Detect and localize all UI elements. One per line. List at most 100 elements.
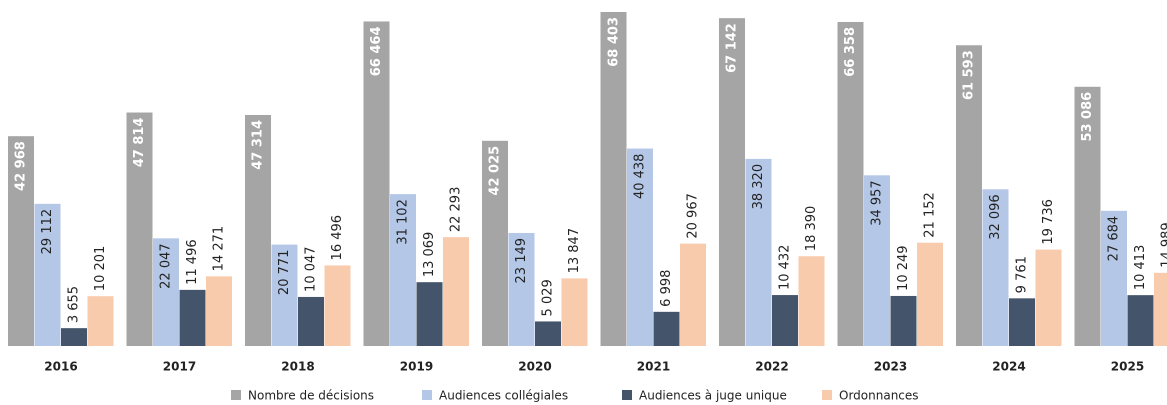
- value-label: 40 438: [633, 154, 648, 200]
- bar: [719, 18, 745, 346]
- value-label: 29 112: [40, 209, 55, 255]
- value-label: 18 390: [804, 206, 819, 252]
- bar: [153, 238, 179, 346]
- value-label: 66 358: [843, 27, 858, 77]
- bar: [600, 12, 627, 346]
- value-label: 68 403: [606, 17, 621, 67]
- bar: [745, 158, 772, 346]
- legend-label: Audiences collégiales: [439, 389, 568, 403]
- bar: [416, 282, 443, 346]
- value-label: 27 684: [1107, 216, 1122, 262]
- bar: [1154, 272, 1167, 346]
- x-tick-label: 2025: [1111, 360, 1144, 374]
- value-label: 67 142: [725, 23, 740, 73]
- value-label: 14 271: [212, 226, 227, 272]
- bar: [837, 21, 864, 346]
- value-label: 61 593: [962, 50, 977, 100]
- bar: [956, 45, 982, 347]
- legend-swatch: [231, 390, 241, 400]
- bar: [680, 243, 706, 346]
- bar: [982, 189, 1009, 346]
- value-label: 31 102: [396, 199, 411, 245]
- bar: [390, 194, 416, 346]
- x-tick-label: 2024: [992, 360, 1025, 374]
- legend-swatch: [622, 390, 632, 400]
- bar: [1101, 210, 1127, 346]
- x-tick-label: 2022: [755, 360, 788, 374]
- value-label: 9 761: [1015, 256, 1030, 293]
- x-tick-label: 2018: [281, 360, 314, 374]
- value-label: 42 025: [488, 146, 503, 196]
- bar: [443, 237, 469, 346]
- value-label: 19 736: [1041, 199, 1056, 245]
- value-label: 42 968: [14, 141, 29, 191]
- bar: [324, 265, 351, 346]
- value-label: 10 432: [778, 245, 793, 291]
- legend-label: Ordonnances: [839, 389, 919, 403]
- value-label: 22 293: [449, 187, 464, 233]
- bar: [61, 328, 87, 346]
- value-label: 22 047: [159, 243, 174, 289]
- value-label: 20 771: [277, 250, 292, 295]
- value-label: 3 655: [67, 286, 82, 323]
- bar: [271, 244, 298, 346]
- x-tick-label: 2023: [874, 360, 907, 374]
- bar: [482, 140, 508, 346]
- bar: [508, 232, 535, 346]
- value-label: 5 029: [541, 279, 556, 316]
- bar: [772, 295, 798, 346]
- value-label: 47 814: [132, 118, 147, 168]
- bar: [890, 295, 917, 346]
- x-tick-label: 2017: [163, 360, 196, 374]
- bar: [1035, 249, 1062, 346]
- bar: [298, 296, 324, 346]
- bar: [798, 256, 825, 346]
- bar: [34, 203, 61, 346]
- bar: [126, 112, 153, 346]
- bar: [1127, 295, 1154, 346]
- value-label: 11 496: [185, 239, 200, 285]
- bar: [8, 136, 34, 346]
- value-label: 20 967: [686, 193, 701, 239]
- value-label: 66 464: [369, 26, 384, 76]
- value-label: 13 847: [567, 228, 582, 274]
- legend-label: Nombre de décisions: [248, 389, 374, 403]
- value-label: 6 998: [659, 270, 674, 307]
- bar: [179, 289, 206, 346]
- bar: [363, 21, 390, 346]
- legend-label: Audiences à juge unique: [639, 389, 787, 403]
- legend-swatch: [422, 390, 432, 400]
- value-label: 10 249: [896, 245, 911, 291]
- x-tick-label: 2021: [637, 360, 670, 374]
- value-label: 10 047: [304, 246, 319, 292]
- value-label: 10 201: [93, 246, 108, 292]
- bar: [653, 311, 680, 346]
- bar: [1009, 298, 1035, 346]
- bar: [87, 296, 114, 346]
- value-label: 53 086: [1080, 92, 1095, 142]
- value-label: 14 989: [1160, 222, 1167, 268]
- x-tick-label: 2020: [518, 360, 551, 374]
- legend-swatch: [822, 390, 832, 400]
- bar: [206, 276, 232, 346]
- bar: [1074, 86, 1101, 347]
- value-label: 16 496: [330, 215, 345, 261]
- bar: [245, 114, 271, 346]
- value-label: 32 096: [988, 194, 1003, 240]
- x-tick-label: 2016: [44, 360, 77, 374]
- value-label: 34 957: [870, 180, 885, 226]
- value-label: 23 149: [514, 238, 529, 284]
- value-label: 13 069: [422, 232, 437, 278]
- value-label: 21 152: [923, 192, 938, 238]
- bar: [917, 242, 943, 346]
- value-label: 38 320: [751, 164, 766, 210]
- value-label: 47 314: [251, 120, 266, 170]
- bar: [535, 321, 561, 346]
- bar: [561, 278, 588, 346]
- value-label: 10 413: [1133, 245, 1148, 291]
- x-tick-label: 2019: [400, 360, 433, 374]
- bar: [627, 148, 653, 346]
- bar: [864, 175, 890, 346]
